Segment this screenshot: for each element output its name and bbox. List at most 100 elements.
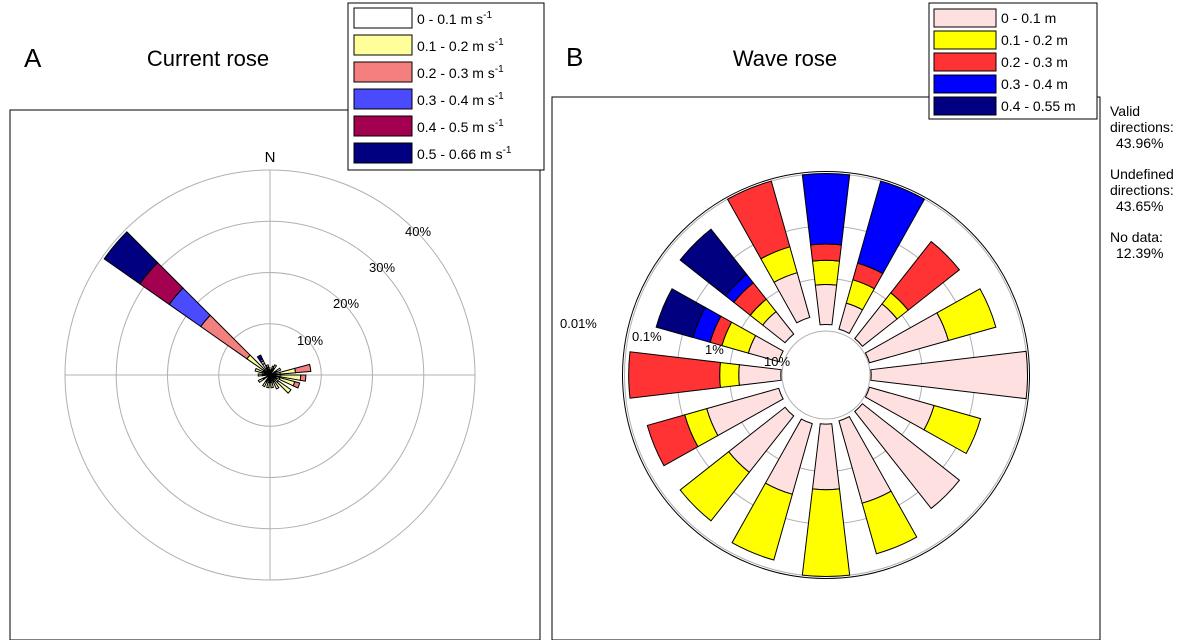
north-label: N: [265, 149, 276, 166]
wave-ring-label-0-1pct: 0.1%: [632, 329, 662, 344]
current-rose-bars: [103, 231, 312, 394]
current-bar-110deg-class-3: [292, 381, 301, 389]
current-center-spoke: [269, 370, 278, 376]
current-rose-panel: A Current rose 10% 20% 30% 40% N 0 - 0.1…: [9, 2, 545, 640]
current-legend-label-2: 0.1 - 0.2 m s-1: [417, 37, 504, 54]
wave-rose-legend: 0 - 0.1 m 0.1 - 0.2 m 0.2 - 0.3 m 0.3 - 0.4…: [928, 2, 1098, 120]
current-bar-80deg-class-2: [279, 367, 297, 375]
wave-bar-0deg-class-4: [801, 173, 851, 246]
wave-ring-label-1pct: 1%: [705, 342, 724, 357]
wave-rose-bars: [628, 173, 1028, 577]
wave-bar-157_5deg-class-2: [861, 490, 918, 555]
wave-bar-0deg-class-2: [811, 259, 841, 286]
current-center-spoke: [262, 370, 271, 376]
wave-legend-label-4: 0.3 - 0.4 m: [1001, 76, 1068, 92]
no-data-label: No data:: [1110, 229, 1163, 245]
current-bar-190deg-class-2: [266, 381, 270, 389]
current-bar-345deg-class-2: [265, 364, 270, 369]
wave-legend-swatch-3: [933, 52, 997, 72]
current-legend-label-3: 0.2 - 0.3 m s-1: [417, 64, 504, 81]
valid-directions-value: 43.96%: [1116, 135, 1164, 151]
current-legend-label-5: 0.4 - 0.5 m s-1: [417, 118, 504, 135]
current-bar-95deg-class-3: [299, 374, 307, 382]
wave-bar-90deg-class-1: [870, 350, 1028, 400]
wave-legend-label-2: 0.1 - 0.2 m: [1001, 32, 1068, 48]
wave-rose-panel: B Wave rose 10% 1% 0.1% 0.01% 0 - 0.1 m0…: [551, 2, 1101, 640]
current-legend-swatch-2: [353, 34, 413, 56]
current-bar-330deg-class-6: [256, 354, 264, 362]
current-ring-label-4: 40%: [405, 224, 431, 239]
current-legend-swatch-3: [353, 61, 413, 83]
current-bar-270deg-class-2: [257, 373, 263, 377]
current-bar-170deg-class-2: [270, 381, 274, 389]
no-data-group: No data: 12.39%: [1110, 229, 1190, 261]
wave-ring-label-10pct: 10%: [764, 354, 790, 369]
wave-bar-202_5deg-class-2: [731, 482, 793, 561]
current-center-spoke: [262, 374, 271, 380]
current-rose-title: Current rose: [147, 46, 269, 71]
current-bar-310deg-class-6: [103, 231, 159, 285]
wave-rose-ring-labels: 10% 1% 0.1% 0.01%: [560, 316, 790, 369]
wave-bar-180deg-class-1: [811, 423, 841, 491]
wave-grid-ring-1: [781, 330, 871, 420]
wave-legend-swatch-2: [933, 30, 997, 50]
current-rose-legend: 0 - 0.1 m s-1 0.1 - 0.2 m s-1 0.2 - 0.3 m …: [347, 2, 545, 171]
wave-ring-label-0-01pct: 0.01%: [560, 316, 597, 331]
wave-legend-label-5: 0.4 - 0.55 m: [1001, 98, 1076, 114]
current-legend-label-6: 0.5 - 0.66 m s-1: [417, 145, 512, 162]
current-rose-grid: [64, 169, 476, 581]
panel-b-letter: B: [566, 42, 583, 72]
wave-bar-270deg-class-2: [719, 361, 740, 389]
current-rose-ring-labels: 10% 20% 30% 40%: [297, 224, 431, 348]
current-bar-210deg-class-2: [261, 380, 268, 388]
wave-legend-label-3: 0.2 - 0.3 m: [1001, 54, 1068, 70]
wave-bar-67_5deg-class-2: [936, 288, 997, 342]
current-legend-exponent-1: -1: [483, 10, 492, 21]
wave-bar-45deg-class-3: [890, 240, 961, 311]
no-data-value: 12.39%: [1116, 245, 1164, 261]
current-legend-swatch-1: [353, 7, 413, 29]
wave-bar-180deg-class-2: [801, 488, 851, 577]
current-legend-exponent-6: -1: [503, 145, 512, 156]
current-legend-swatch-6: [353, 142, 413, 164]
wave-bar-22_5deg-class-4: [856, 180, 926, 275]
current-rose-axes-frame: [9, 109, 541, 640]
current-legend-swatch-5: [353, 115, 413, 137]
current-legend-box: [347, 2, 545, 171]
direction-statistics: Valid directions: 43.96% Undefined direc…: [1110, 103, 1190, 276]
undefined-directions-label: Undefined directions:: [1110, 166, 1174, 198]
wave-bar-112_5deg-class-2: [923, 404, 982, 455]
current-center-spoke: [265, 367, 271, 376]
wave-bar-0deg-class-1: [814, 283, 838, 326]
current-bar-310deg-class-3: [200, 314, 251, 360]
current-legend-exponent-2: -1: [495, 37, 504, 48]
current-bar-80deg-class-3: [294, 363, 312, 374]
wave-legend-label-1: 0 - 0.1 m: [1001, 10, 1056, 26]
wave-bar-315deg-class-5: [679, 228, 748, 297]
wave-bar-225deg-class-2: [679, 451, 750, 522]
current-center-spoke: [265, 374, 271, 383]
current-legend-swatch-4: [353, 88, 413, 110]
undefined-directions-value: 43.65%: [1116, 198, 1164, 214]
current-center-spoke: [269, 374, 275, 383]
current-legend-exponent-3: -1: [495, 64, 504, 75]
wave-bar-0deg-class-3: [810, 243, 842, 262]
current-bar-240deg-class-2: [257, 377, 265, 384]
wave-outer-ring: [622, 171, 1030, 579]
current-ring-label-3: 30%: [369, 260, 395, 275]
current-ring-label-2: 20%: [333, 296, 359, 311]
current-legend-label-1: 0 - 0.1 m s-1: [417, 10, 492, 27]
current-center-spoke: [269, 374, 278, 380]
undefined-directions-group: Undefined directions: 43.65%: [1110, 166, 1190, 214]
current-legend-exponent-4: -1: [495, 91, 504, 102]
wave-bar-292_5deg-class-5: [655, 288, 707, 339]
wave-bar-270deg-class-3: [628, 351, 721, 399]
current-bar-130deg-class-2: [276, 380, 292, 394]
wave-bar-247_5deg-class-3: [646, 414, 699, 467]
current-legend-exponent-5: -1: [495, 118, 504, 129]
wave-legend-swatch-4: [933, 74, 997, 94]
wave-legend-swatch-5: [933, 96, 997, 116]
wave-bar-337_5deg-class-3: [726, 180, 791, 260]
wave-legend-swatch-1: [933, 8, 997, 28]
